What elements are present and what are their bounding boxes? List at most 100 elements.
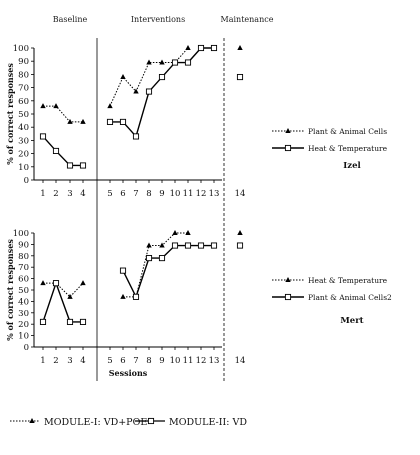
x-tick-label: 12 [196,356,207,366]
x-tick-label: 5 [107,356,112,366]
x-tick-label: 12 [196,189,207,199]
y-tick-label: 30 [18,309,29,319]
y-tick-label: 40 [18,123,29,133]
legend-marker [147,417,155,425]
phase-labels: Baseline Interventions Maintenance [53,15,274,24]
data-point [52,147,60,155]
legend-label: Heat & Temperature [308,144,388,153]
data-point [185,230,191,235]
legend-entry: Heat & Temperature [272,276,388,285]
legend-label: MODULE-II: VD [169,417,247,428]
y-tick-label: 70 [18,84,29,94]
series-plant-animal-cells [40,45,243,124]
x-tick-label: 10 [170,356,181,366]
y-tick-label: 20 [18,320,29,330]
series-plant-animal-cells2 [39,242,244,325]
data-point [210,44,218,52]
x-tick-label: 8 [146,189,151,199]
x-tick-label: 14 [235,356,246,366]
x-tick-label: 11 [183,189,194,199]
data-point [106,118,114,125]
legend-label: Plant & Animal Cells2 [308,293,392,302]
legend-entry: Plant & Animal Cells [272,127,387,136]
x-tick-label: 7 [133,189,138,199]
student-name: Izel [343,161,361,171]
data-point [119,267,127,274]
x-tick-label: 3 [67,189,72,199]
y-tick-label: 30 [18,136,29,146]
bottom-legend-entry: MODULE-I: VD+POE [10,417,147,428]
y-tick-label: 0 [24,343,29,353]
phase-label-baseline: Baseline [53,15,88,24]
data-point [184,242,192,249]
data-point [133,88,139,94]
data-point [39,133,47,140]
data-point [145,255,153,262]
data-point [236,242,244,249]
data-point [66,162,74,169]
y-tick-label: 60 [18,275,29,285]
data-point [119,118,127,125]
y-tick-label: 50 [18,286,29,296]
data-point [53,103,59,109]
legend-label: Heat & Temperature [308,276,388,285]
legend-marker [285,277,291,282]
data-point [80,280,86,286]
data-point [171,59,179,66]
data-point [66,318,74,325]
y-tick-label: 80 [18,70,29,80]
data-point [79,318,87,325]
series-heat-temperature [39,44,244,169]
data-point [146,242,152,248]
legend-entry: Heat & Temperature [272,144,388,153]
data-point [158,73,166,81]
legend-marker [284,293,292,301]
x-tick-label: 7 [133,356,138,366]
y-tick-label: 0 [24,176,29,186]
data-point [236,73,244,81]
series-line [122,244,214,299]
x-tick-label: 13 [209,356,220,366]
series-line [42,281,83,323]
series-line [43,282,84,298]
data-point [67,118,73,124]
phase-label-interventions: Interventions [131,15,185,24]
y-tick-label: 100 [13,44,29,54]
x-tick-label: 6 [120,356,125,366]
data-point [79,162,87,169]
x-tick-label: 2 [53,356,58,366]
x-tick-label: 14 [235,189,246,199]
data-point [52,280,60,287]
x-tick-label: 3 [67,356,72,366]
y-tick-label: 50 [18,110,29,120]
x-tick-label: 5 [107,189,112,199]
data-point [40,103,46,109]
y-tick-label: 10 [18,332,29,342]
x-tick-label: 13 [209,189,220,199]
phase-dividers [96,38,225,381]
data-point [39,318,47,325]
y-tick-label: 60 [18,97,29,107]
y-axis-title: % of correct responses [5,63,15,165]
bottom-legend-entry: MODULE-II: VD [135,417,247,428]
data-point [210,242,218,249]
y-tick-label: 100 [13,229,29,239]
data-point [120,293,126,299]
series-line [43,105,83,123]
bottom-legend: MODULE-I: VD+POE MODULE-II: VD [10,417,247,428]
data-point [172,230,178,235]
series-line [42,135,83,167]
series-line [123,232,188,298]
data-point [146,59,152,65]
data-point [184,59,192,66]
legend-entry: Plant & Animal Cells2 [272,293,392,302]
series-heat-temperature [40,230,243,299]
x-tick-label: 1 [40,356,45,366]
y-tick-label: 90 [18,57,29,67]
x-tick-label: 4 [80,189,85,199]
y-axis-title: % of correct responses [5,239,15,341]
